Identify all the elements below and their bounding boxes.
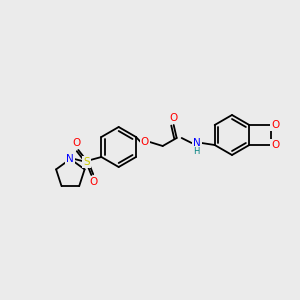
Text: O: O bbox=[89, 177, 98, 187]
Text: O: O bbox=[169, 113, 178, 123]
Text: O: O bbox=[271, 140, 279, 150]
Text: N: N bbox=[193, 138, 201, 148]
Text: S: S bbox=[83, 157, 90, 167]
Text: H: H bbox=[194, 146, 200, 155]
Text: O: O bbox=[72, 138, 80, 148]
Text: O: O bbox=[141, 137, 149, 147]
Text: O: O bbox=[271, 120, 279, 130]
Text: N: N bbox=[67, 154, 74, 164]
